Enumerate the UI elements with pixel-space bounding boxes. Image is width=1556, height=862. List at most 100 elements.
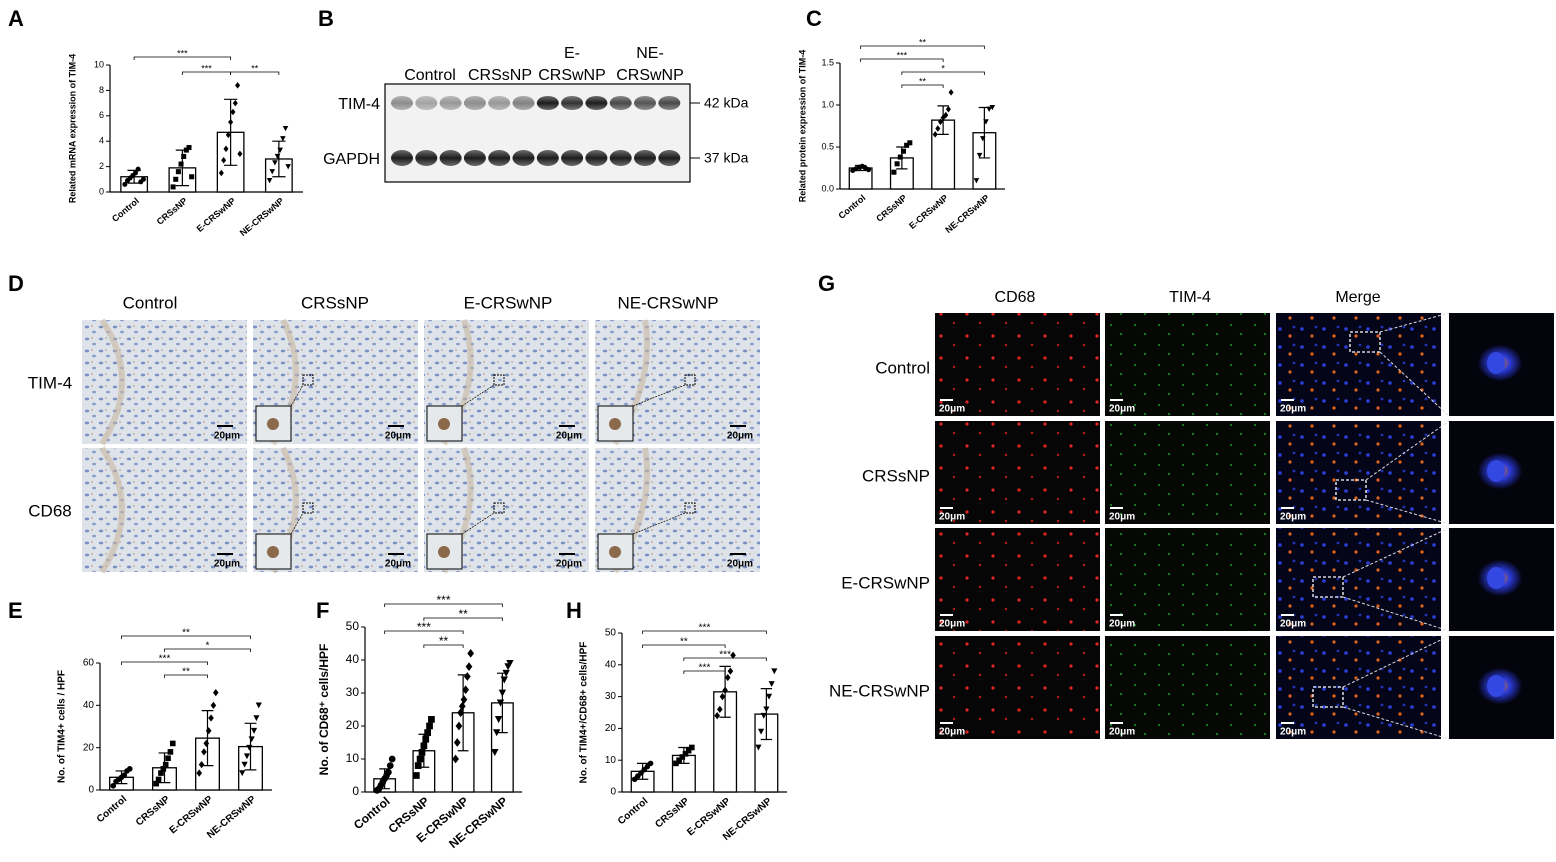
y-tick-label: 0 xyxy=(88,785,94,796)
scale-label: 20μm xyxy=(727,431,753,442)
data-point xyxy=(467,649,475,658)
data-point xyxy=(717,705,723,713)
data-point xyxy=(135,166,141,172)
panel-letter: A xyxy=(8,6,24,31)
if-image xyxy=(1105,528,1270,631)
data-point xyxy=(452,754,459,764)
error-bar xyxy=(223,98,238,166)
data-point xyxy=(714,712,720,720)
data-point xyxy=(948,89,954,96)
if-image xyxy=(935,636,1100,739)
data-point xyxy=(455,721,463,731)
data-point xyxy=(255,702,262,709)
y-tick-label: 50 xyxy=(346,619,360,633)
y-tick-label: 1.0 xyxy=(821,99,834,109)
data-point xyxy=(232,99,238,107)
scale-label: 20μm xyxy=(727,559,753,570)
data-point xyxy=(768,681,775,687)
zoom-line xyxy=(1342,706,1450,740)
scale-label: 20μm xyxy=(1109,404,1135,415)
data-point xyxy=(491,749,499,757)
data-point xyxy=(235,82,241,89)
blot-band xyxy=(439,96,462,110)
data-point xyxy=(976,152,983,159)
significance-label: *** xyxy=(699,623,711,634)
data-point xyxy=(500,676,508,684)
lane-label: CRSsNP xyxy=(468,67,532,84)
significance-bracket xyxy=(133,56,232,60)
blot-band xyxy=(609,150,632,166)
inset-line xyxy=(461,512,495,535)
data-point xyxy=(989,105,996,111)
x-tick-label: E-CRSwNP xyxy=(195,196,238,234)
data-point xyxy=(412,772,420,779)
significance-bracket xyxy=(683,657,767,661)
scale-label: 20μm xyxy=(939,512,965,523)
zoom-nucleus xyxy=(1487,567,1505,589)
zoom-nucleus xyxy=(1487,352,1505,374)
data-point xyxy=(866,167,872,173)
y-axis-label: No. of CD68⁺ cells/HPF xyxy=(317,644,331,776)
data-point xyxy=(894,161,900,167)
data-point xyxy=(494,716,503,724)
scale-label: 20μm xyxy=(385,559,411,570)
data-point xyxy=(722,686,728,694)
zoom-line xyxy=(1379,312,1450,333)
data-point xyxy=(727,667,734,675)
data-point xyxy=(186,145,192,151)
lane-label: CRSwNP xyxy=(616,67,684,84)
data-point xyxy=(212,688,219,697)
blot-band xyxy=(609,96,632,110)
if-image xyxy=(1105,421,1270,524)
data-point xyxy=(181,153,187,159)
data-point xyxy=(685,747,692,754)
y-axis-label: No. of TIM4+/CD68+ cells/HPF xyxy=(579,642,590,784)
data-point xyxy=(266,178,273,184)
data-point xyxy=(170,184,176,190)
significance-label: ** xyxy=(458,607,468,621)
row-label: CRSsNP xyxy=(862,466,930,485)
scale-label: 20μm xyxy=(1109,512,1135,523)
inset-source xyxy=(684,374,696,386)
x-tick-label: CRSsNP xyxy=(134,794,172,829)
data-point xyxy=(250,727,258,734)
inset-source xyxy=(684,502,696,514)
data-point xyxy=(175,169,181,175)
x-tick-label: CRSsNP xyxy=(653,796,691,831)
significance-label: ** xyxy=(919,76,927,86)
blot-band xyxy=(463,150,486,166)
zoom-nucleus xyxy=(1487,460,1505,482)
data-point xyxy=(676,757,682,763)
data-point xyxy=(460,695,468,704)
row-label: CD68 xyxy=(28,501,71,520)
x-tick-label: NE-CRSwNP xyxy=(238,196,286,238)
inset-cell xyxy=(438,418,450,430)
data-point xyxy=(218,169,224,177)
zoom-nucleus xyxy=(1487,675,1505,697)
data-point xyxy=(178,161,184,167)
size-label: 42 kDa xyxy=(704,95,749,111)
blot-row-label: GAPDH xyxy=(323,151,380,168)
data-point xyxy=(980,136,986,142)
panel-letter: C xyxy=(806,6,822,31)
data-point xyxy=(428,716,435,723)
data-point xyxy=(203,739,210,748)
y-tick-label: 10 xyxy=(346,751,360,765)
inset-source xyxy=(493,374,505,386)
data-point xyxy=(274,153,281,160)
scale-label: 20μm xyxy=(939,727,965,738)
data-point xyxy=(493,729,501,737)
zoom-line xyxy=(1379,351,1450,417)
blot-row-label: TIM-4 xyxy=(338,96,380,113)
data-point xyxy=(237,150,243,158)
zoom-line xyxy=(1365,499,1450,525)
data-point xyxy=(228,118,234,126)
data-point xyxy=(719,692,726,701)
data-point xyxy=(155,776,162,783)
data-point xyxy=(253,715,260,722)
error-bar xyxy=(760,688,773,741)
x-tick-label: Control xyxy=(110,196,141,224)
blot-band xyxy=(561,96,584,110)
y-tick-label: 40 xyxy=(83,700,95,711)
data-point xyxy=(945,105,951,113)
